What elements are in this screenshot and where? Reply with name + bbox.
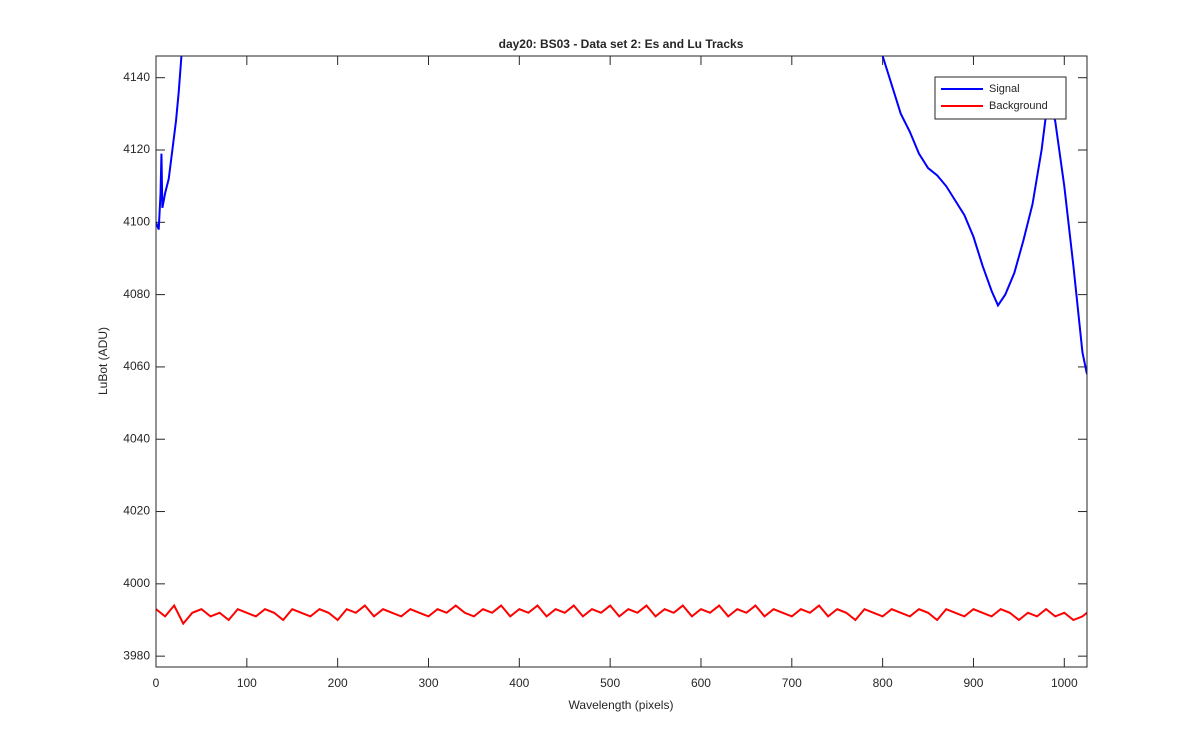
x-tick-label: 200 [328, 676, 348, 690]
x-tick-label: 500 [600, 676, 620, 690]
x-tick-label: 400 [509, 676, 529, 690]
x-tick-label: 300 [418, 676, 438, 690]
y-tick-label: 4060 [123, 359, 150, 373]
y-tick-label: 3980 [123, 648, 150, 662]
y-tick-label: 4020 [123, 504, 150, 518]
legend-label: Background [989, 100, 1048, 112]
x-tick-label: 0 [153, 676, 160, 690]
x-axis-label: Wavelength (pixels) [569, 698, 674, 712]
y-tick-label: 4080 [123, 287, 150, 301]
x-tick-label: 1000 [1051, 676, 1078, 690]
y-axis-label: LuBot (ADU) [96, 327, 110, 395]
legend-box [934, 76, 1067, 120]
y-tick-label: 4120 [123, 142, 150, 156]
y-tick-label: 4140 [123, 70, 150, 84]
chart-title: day20: BS03 - Data set 2: Es and Lu Trac… [499, 37, 744, 51]
x-tick-label: 800 [873, 676, 893, 690]
legend-label: Signal [989, 83, 1020, 95]
series-line [156, 603, 1087, 626]
x-tick-label: 600 [691, 676, 711, 690]
x-tick-label: 700 [782, 676, 802, 690]
y-tick-label: 4100 [123, 214, 150, 228]
axes-box [155, 55, 1088, 668]
x-tick-label: 100 [237, 676, 257, 690]
x-tick-label: 900 [963, 676, 983, 690]
y-tick-label: 4040 [123, 431, 150, 445]
y-tick-label: 4000 [123, 576, 150, 590]
